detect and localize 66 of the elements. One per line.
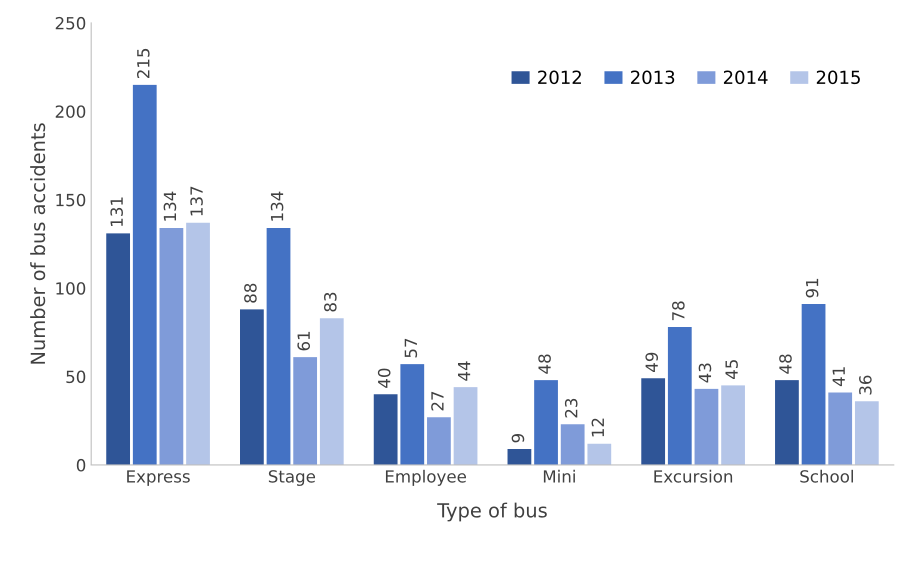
- y-tick-label: 200: [56, 105, 86, 118]
- data-label: 137: [190, 186, 203, 216]
- bar: [828, 392, 852, 465]
- bar: [266, 228, 290, 465]
- data-label: 23: [564, 398, 578, 418]
- data-label: 91: [806, 278, 818, 298]
- bar: [534, 380, 558, 465]
- bar: [587, 444, 612, 465]
- data-label: 57: [404, 338, 418, 358]
- legend-label: 2014: [724, 70, 768, 84]
- bar: [721, 385, 745, 465]
- data-label: 40: [378, 368, 390, 388]
- y-tick-label: 50: [66, 370, 86, 384]
- data-label: 83: [324, 292, 337, 312]
- bar: [106, 233, 130, 465]
- bar: [240, 309, 264, 465]
- x-axis-title: Type of bus: [437, 502, 547, 522]
- data-label: 43: [698, 363, 712, 383]
- data-label: 88: [244, 284, 257, 303]
- data-label: 61: [297, 332, 310, 350]
- bar: [400, 364, 424, 465]
- x-tick-label: Stage: [268, 470, 316, 486]
- data-label: 36: [859, 376, 872, 394]
- y-axis-title: Number of bus accidents: [30, 123, 46, 364]
- legend-label: 2015: [816, 70, 860, 84]
- data-label: 9: [512, 434, 524, 442]
- data-label: 41: [832, 367, 845, 386]
- x-tick-label: Employee: [386, 470, 466, 486]
- y-tick-label: 100: [56, 282, 86, 295]
- legend-label: 2013: [631, 70, 674, 84]
- data-label: 12: [592, 418, 604, 436]
- data-label: 45: [726, 360, 738, 380]
- data-label: 78: [672, 301, 685, 320]
- data-label: 48: [779, 354, 792, 374]
- data-label: 48: [538, 354, 551, 374]
- bar: [641, 378, 666, 465]
- bar: [802, 304, 826, 465]
- data-label: 134: [164, 192, 176, 221]
- data-label: 49: [645, 352, 658, 372]
- y-tick-label: 0: [76, 458, 86, 472]
- data-label: 44: [458, 361, 470, 381]
- bar: [374, 394, 398, 465]
- x-tick-label: Express: [127, 470, 190, 486]
- bar: [775, 380, 799, 465]
- data-label: 134: [270, 192, 284, 221]
- bar: [427, 417, 451, 465]
- bar: [132, 84, 157, 465]
- bar: [320, 318, 344, 465]
- x-tick-label: School: [800, 470, 853, 483]
- data-label: 27: [431, 392, 444, 410]
- x-tick-label: Excursion: [654, 470, 732, 483]
- data-label: 215: [136, 48, 150, 78]
- bar: [668, 327, 692, 465]
- bar: [560, 424, 585, 465]
- y-tick-label: 150: [56, 194, 86, 206]
- bar: [293, 357, 318, 465]
- bar: [854, 401, 879, 465]
- bar: [694, 388, 718, 465]
- x-tick-label: Mini: [544, 470, 575, 482]
- bar: [186, 222, 210, 465]
- bar: [508, 449, 532, 465]
- bar: [454, 387, 478, 465]
- data-label: 131: [110, 198, 123, 226]
- bar: [160, 228, 184, 465]
- y-tick-label: 250: [56, 16, 86, 30]
- legend-label: 2012: [538, 70, 581, 84]
